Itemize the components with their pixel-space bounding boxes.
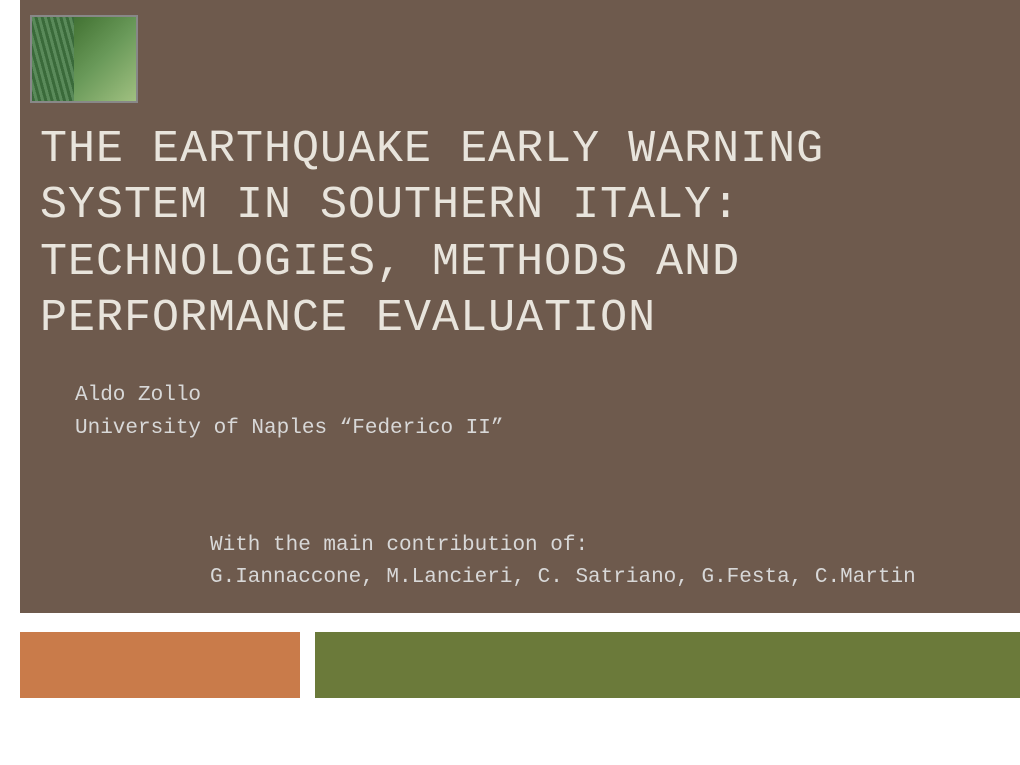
bar-olive [315,632,1020,698]
contribution-names: G.Iannaccone, M.Lancieri, C. Satriano, G… [210,562,1020,594]
slide-title: THE EARTHQUAKE EARLY WARNING SYSTEM IN S… [40,122,1000,347]
presentation-slide: THE EARTHQUAKE EARLY WARNING SYSTEM IN S… [0,0,1020,765]
contribution-block: With the main contribution of: G.Iannacc… [210,530,1020,593]
author-block: Aldo Zollo University of Naples “Federic… [75,380,503,445]
author-affiliation: University of Naples “Federico II” [75,413,503,446]
color-bar-strip [0,632,1020,698]
main-content-area: THE EARTHQUAKE EARLY WARNING SYSTEM IN S… [0,0,1020,613]
decorative-plant-image [30,15,138,103]
bar-white [0,632,20,698]
footer-text: Earthquake Early Warning Workshop, Kyoto… [561,730,1002,751]
author-name: Aldo Zollo [75,380,503,413]
contribution-intro: With the main contribution of: [210,530,1020,562]
bar-orange [20,632,300,698]
